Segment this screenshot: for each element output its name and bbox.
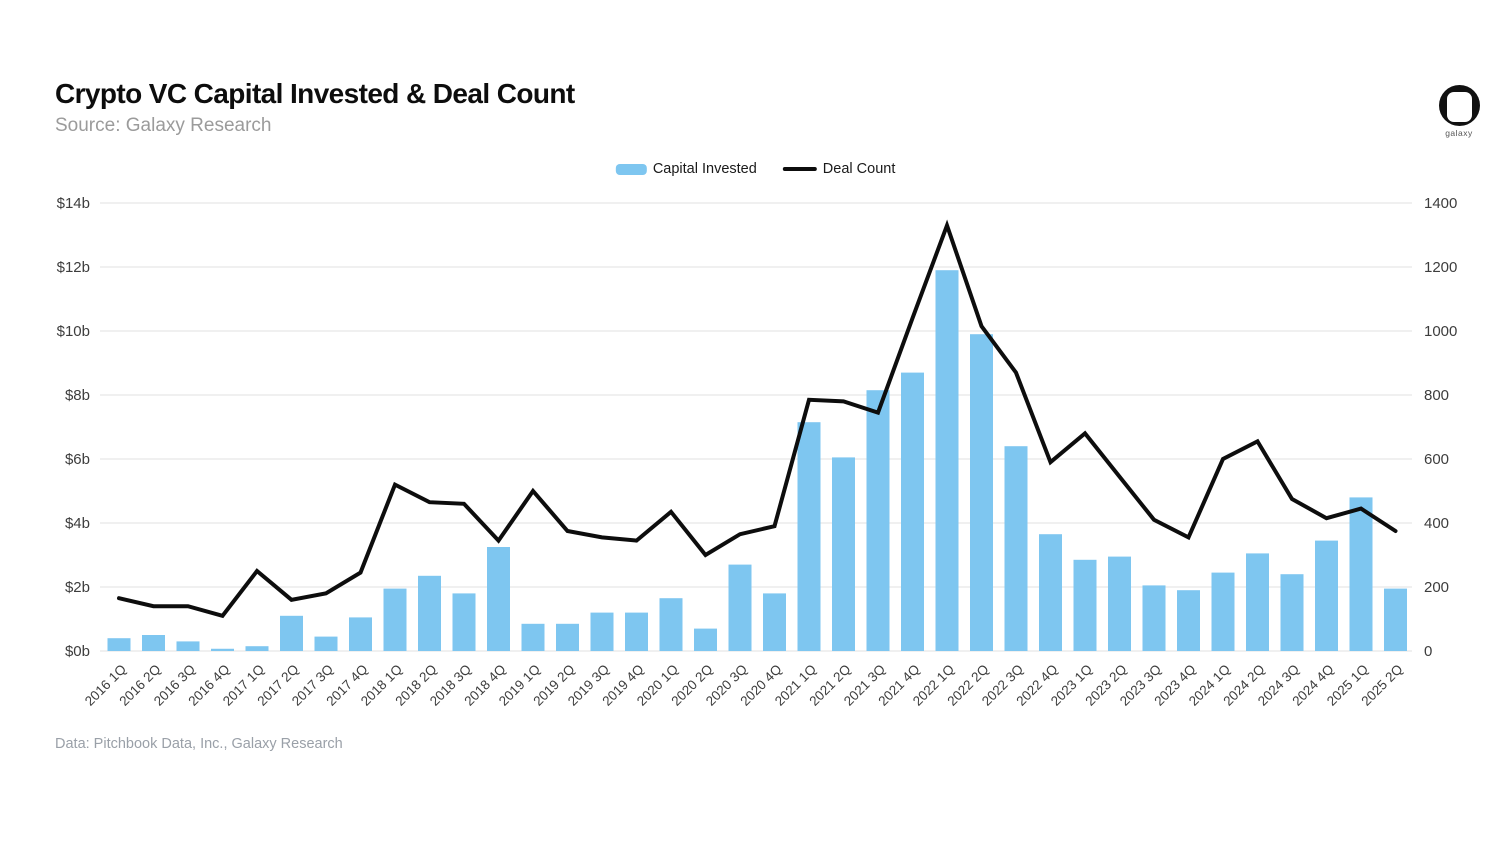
- data-attribution: Data: Pitchbook Data, Inc., Galaxy Resea…: [55, 736, 343, 752]
- capital-invested-bar: [1004, 446, 1028, 651]
- left-axis-tick-label: $0b: [65, 643, 90, 660]
- capital-invested-bar: [107, 638, 131, 651]
- left-axis-tick-label: $14b: [57, 195, 90, 212]
- left-axis-tick-label: $12b: [57, 259, 90, 276]
- galaxy-helmet-visor: [1446, 92, 1472, 122]
- capital-invested-bar: [901, 372, 924, 651]
- legend: Capital Invested Deal Count: [615, 161, 896, 177]
- right-axis-tick-label: 1000: [1424, 323, 1457, 340]
- capital-invested-bar: [452, 593, 476, 651]
- page-title: Crypto VC Capital Invested & Deal Count: [55, 78, 575, 109]
- right-axis-tick-label: 1400: [1424, 195, 1457, 212]
- capital-invested-bar: [521, 623, 545, 651]
- capital-invested-bar: [935, 270, 959, 651]
- legend-item-capital-invested: Capital Invested: [615, 161, 757, 177]
- capital-invested-bar: [1246, 553, 1269, 651]
- capital-invested-bar: [487, 547, 510, 651]
- deal-count-line: [117, 219, 1398, 619]
- right-axis-tick-label: 200: [1424, 579, 1449, 596]
- galaxy-helmet-icon: [1438, 85, 1480, 126]
- right-axis-tick-label: 400: [1424, 515, 1449, 532]
- capital-invested-bar: [832, 457, 855, 651]
- right-axis-tick-label: 0: [1424, 643, 1432, 660]
- capital-invested-bar: [659, 598, 683, 651]
- capital-invested-bar: [1177, 590, 1200, 651]
- legend-label-deal-count: Deal Count: [822, 161, 896, 177]
- source-subtitle: Source: Galaxy Research: [55, 115, 272, 136]
- capital-invested-bar: [1073, 559, 1097, 651]
- capital-invested-bar: [1211, 572, 1235, 651]
- capital-invested-bar: [1280, 574, 1304, 651]
- capital-invested-bar: [694, 628, 717, 651]
- capital-invested-bar: [1142, 585, 1166, 651]
- right-axis-tick-label: 1200: [1424, 259, 1457, 276]
- capital-invested-swatch-icon: [615, 163, 647, 175]
- capital-invested-bar: [349, 617, 372, 651]
- capital-invested-bar: [625, 612, 648, 651]
- left-axis-tick-label: $2b: [65, 579, 90, 596]
- galaxy-logo: galaxy: [1437, 85, 1481, 138]
- capital-invested-bar: [1315, 540, 1338, 651]
- capital-invested-bar: [728, 564, 752, 651]
- right-axis-tick-label: 800: [1424, 387, 1449, 404]
- capital-invested-bar: [211, 648, 234, 651]
- capital-invested-bar: [418, 575, 441, 651]
- left-axis-tick-label: $10b: [57, 323, 90, 340]
- capital-invested-bar: [176, 641, 200, 651]
- capital-invested-bar: [763, 593, 786, 651]
- capital-invested-bar: [590, 612, 614, 651]
- capital-invested-bar: [1039, 534, 1062, 651]
- left-axis-tick-label: $8b: [65, 387, 90, 404]
- capital-invested-bar: [245, 646, 269, 651]
- capital-invested-bar: [866, 390, 890, 651]
- left-axis-tick-label: $4b: [65, 515, 90, 532]
- capital-invested-bar: [556, 623, 579, 651]
- deal-count-line-swatch-icon: [782, 167, 817, 171]
- capital-invested-bar: [970, 334, 993, 651]
- capital-invested-bar: [142, 635, 165, 651]
- capital-invested-bar: [314, 636, 338, 651]
- capital-invested-bar: [280, 615, 303, 651]
- capital-invested-bar: [797, 422, 821, 651]
- capital-invested-bar: [1384, 588, 1407, 651]
- left-axis-tick-label: $6b: [65, 451, 90, 468]
- galaxy-logo-text: galaxy: [1445, 128, 1473, 138]
- legend-label-capital-invested: Capital Invested: [652, 161, 757, 177]
- capital-invested-bar: [1108, 556, 1131, 651]
- right-axis-tick-label: 600: [1424, 451, 1449, 468]
- legend-item-deal-count: Deal Count: [782, 161, 896, 177]
- capital-invested-bar: [1349, 497, 1373, 651]
- capital-invested-bar: [383, 588, 407, 651]
